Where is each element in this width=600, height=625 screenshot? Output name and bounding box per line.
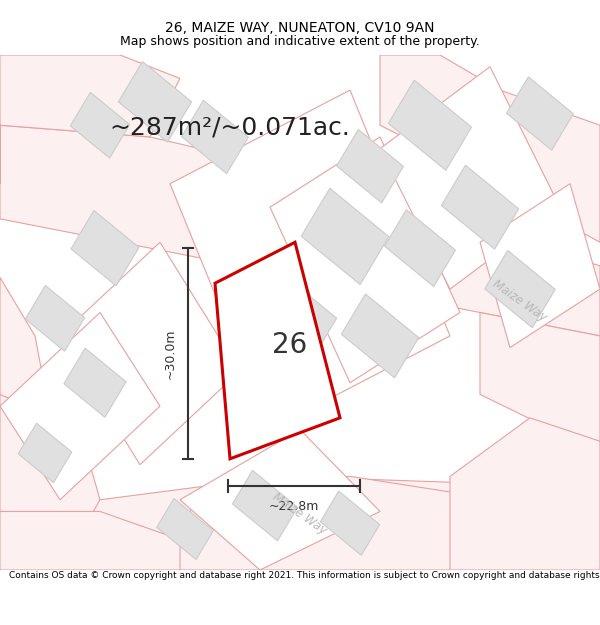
Polygon shape <box>25 286 85 351</box>
Polygon shape <box>301 188 389 284</box>
Text: ~287m²/~0.071ac.: ~287m²/~0.071ac. <box>110 116 350 139</box>
Polygon shape <box>18 423 72 483</box>
Polygon shape <box>0 278 65 570</box>
Text: 26: 26 <box>272 331 308 359</box>
Polygon shape <box>270 137 460 382</box>
Polygon shape <box>60 242 240 464</box>
Polygon shape <box>385 210 455 286</box>
Polygon shape <box>0 476 600 570</box>
Polygon shape <box>380 55 600 243</box>
Polygon shape <box>71 211 139 286</box>
Polygon shape <box>0 511 200 570</box>
Polygon shape <box>480 184 600 348</box>
Polygon shape <box>253 272 337 364</box>
Text: ~30.0m: ~30.0m <box>163 328 176 379</box>
Text: ~22.8m: ~22.8m <box>269 500 319 513</box>
Text: Map shows position and indicative extent of the property.: Map shows position and indicative extent… <box>120 35 480 48</box>
Polygon shape <box>118 61 191 142</box>
Polygon shape <box>0 312 160 500</box>
Polygon shape <box>341 294 419 378</box>
Text: Contains OS data © Crown copyright and database right 2021. This information is : Contains OS data © Crown copyright and d… <box>9 571 600 580</box>
Polygon shape <box>182 100 248 174</box>
Polygon shape <box>442 165 518 249</box>
Polygon shape <box>0 125 600 336</box>
Polygon shape <box>0 394 100 570</box>
Polygon shape <box>64 348 126 418</box>
Polygon shape <box>0 55 180 184</box>
Text: Maize Way: Maize Way <box>490 278 550 324</box>
Polygon shape <box>232 471 298 541</box>
Text: Maize Way: Maize Way <box>271 491 329 538</box>
Text: 26, MAIZE WAY, NUNEATON, CV10 9AN: 26, MAIZE WAY, NUNEATON, CV10 9AN <box>165 21 435 35</box>
Polygon shape <box>480 312 600 453</box>
Polygon shape <box>180 476 500 570</box>
Polygon shape <box>388 80 472 170</box>
Polygon shape <box>380 67 560 289</box>
Polygon shape <box>450 418 600 570</box>
Polygon shape <box>215 242 340 459</box>
Polygon shape <box>180 429 380 570</box>
Polygon shape <box>320 491 380 555</box>
Polygon shape <box>337 129 403 203</box>
Polygon shape <box>170 90 450 429</box>
Polygon shape <box>506 77 574 150</box>
Polygon shape <box>70 92 130 158</box>
Polygon shape <box>485 251 555 328</box>
Polygon shape <box>157 499 213 559</box>
